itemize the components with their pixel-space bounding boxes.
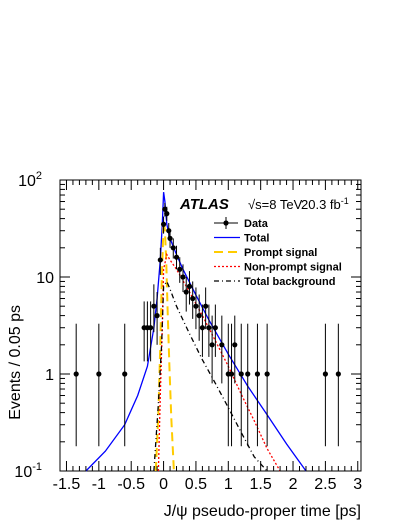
data-point xyxy=(264,371,270,377)
y-tick-label: 10 xyxy=(36,270,54,287)
data-point xyxy=(166,228,172,234)
x-tick-label: 0 xyxy=(159,476,168,493)
data-point xyxy=(206,325,212,331)
data-point xyxy=(212,325,218,331)
y-axis-title: Events / 0.05 ps xyxy=(7,305,24,420)
x-tick-label: -1.5 xyxy=(53,476,81,493)
data-point xyxy=(199,325,206,331)
atlas-label: ATLAS xyxy=(179,196,229,213)
plot-frame xyxy=(59,179,362,472)
curve-total-background xyxy=(153,280,268,472)
legend-data-marker xyxy=(223,220,229,226)
data-point xyxy=(167,235,173,241)
data-point xyxy=(238,371,244,377)
data-point xyxy=(122,371,128,377)
data-point xyxy=(177,266,183,272)
data-point xyxy=(154,313,160,319)
data-point xyxy=(190,295,196,302)
data-point xyxy=(180,274,186,280)
x-tick-label: 1.5 xyxy=(250,476,272,493)
y-tick-label: 10-1 xyxy=(14,461,42,481)
legend-label: Data xyxy=(244,218,269,230)
data-point xyxy=(162,206,168,212)
data-point xyxy=(254,371,261,377)
data-point xyxy=(73,371,79,377)
data-point xyxy=(322,371,328,377)
data-point xyxy=(183,289,189,295)
x-tick-label: -0.5 xyxy=(117,476,145,493)
luminosity-label: 20.3 fb-1 xyxy=(301,196,349,212)
data-point xyxy=(245,371,251,377)
data-point xyxy=(170,245,176,251)
legend-label: Total xyxy=(244,233,269,245)
data-point xyxy=(203,303,209,309)
data-point xyxy=(228,371,235,377)
data-point xyxy=(157,257,163,263)
data-point xyxy=(209,342,215,348)
data-point xyxy=(173,254,180,260)
legend-label: Non-prompt signal xyxy=(244,262,342,274)
data-point xyxy=(186,283,193,290)
y-tick-label: 102 xyxy=(18,170,42,190)
x-tick-label: 1 xyxy=(224,476,233,493)
x-tick-label: -1 xyxy=(92,476,106,493)
data-points xyxy=(73,202,341,447)
data-point xyxy=(148,325,154,331)
x-tick-label: 2 xyxy=(289,476,298,493)
x-axis-ticks: -1.5 -1 -0.5 0 0.5 1 1.5 2 2.5 3 xyxy=(53,180,362,493)
y-tick-label: 1 xyxy=(45,367,54,384)
legend-label: Prompt signal xyxy=(244,247,317,259)
data-point xyxy=(151,303,157,309)
x-tick-label: 3 xyxy=(353,476,362,493)
data-point xyxy=(335,371,341,377)
energy-label: √s=8 TeV xyxy=(248,197,303,212)
data-point xyxy=(96,371,102,377)
x-axis-title: J/ψ pseudo-proper time [ps] xyxy=(164,503,361,520)
data-point xyxy=(160,221,167,227)
data-point xyxy=(232,342,238,348)
y-axis-ticks: 10-1 1 10 102 xyxy=(14,170,361,481)
x-tick-label: 2.5 xyxy=(314,476,336,493)
legend: Data Total Prompt signal Non-prompt signal T… xyxy=(214,217,342,288)
x-tick-label: 0.5 xyxy=(185,476,207,493)
data-point xyxy=(219,342,225,348)
data-point xyxy=(193,303,199,309)
data-point xyxy=(164,211,170,217)
data-point xyxy=(196,313,202,319)
legend-label: Total background xyxy=(244,276,335,288)
